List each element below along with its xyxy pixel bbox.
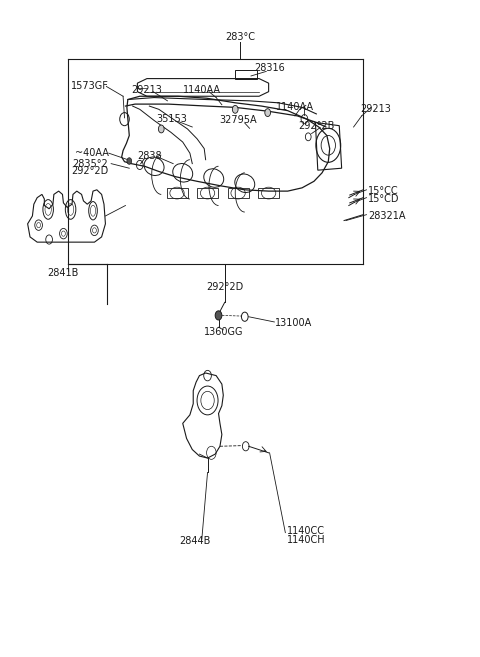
Text: 1140CC: 1140CC — [287, 526, 325, 536]
Text: 1573GF: 1573GF — [71, 81, 108, 91]
Text: 2844B: 2844B — [179, 536, 210, 546]
Text: 15°CC: 15°CC — [368, 186, 398, 196]
Circle shape — [232, 105, 238, 113]
Text: 29213: 29213 — [360, 104, 392, 114]
Text: 28321A: 28321A — [368, 211, 406, 221]
Text: ~40AA: ~40AA — [75, 148, 109, 158]
Text: 292°2B: 292°2B — [298, 121, 335, 131]
Text: 2838: 2838 — [137, 152, 162, 162]
Text: 2835°2: 2835°2 — [72, 158, 108, 169]
Circle shape — [265, 108, 271, 116]
Text: 1140AA: 1140AA — [276, 102, 314, 112]
Circle shape — [127, 158, 132, 164]
Text: 2841B: 2841B — [47, 268, 78, 278]
Text: 29213: 29213 — [132, 85, 162, 95]
Circle shape — [158, 125, 164, 133]
Circle shape — [215, 311, 222, 320]
Text: 1360GG: 1360GG — [204, 327, 243, 337]
Text: 292°2D: 292°2D — [71, 166, 108, 177]
Text: 28316: 28316 — [254, 63, 285, 73]
Text: 13100A: 13100A — [276, 318, 312, 328]
Text: 1140CH: 1140CH — [287, 535, 325, 545]
Text: 283°C: 283°C — [225, 32, 255, 42]
Text: 292°2D: 292°2D — [206, 282, 243, 292]
Text: 15°CD: 15°CD — [368, 194, 399, 204]
Text: 35153: 35153 — [157, 114, 188, 124]
Text: 32795A: 32795A — [220, 116, 257, 125]
Text: 1140AA: 1140AA — [183, 85, 221, 95]
